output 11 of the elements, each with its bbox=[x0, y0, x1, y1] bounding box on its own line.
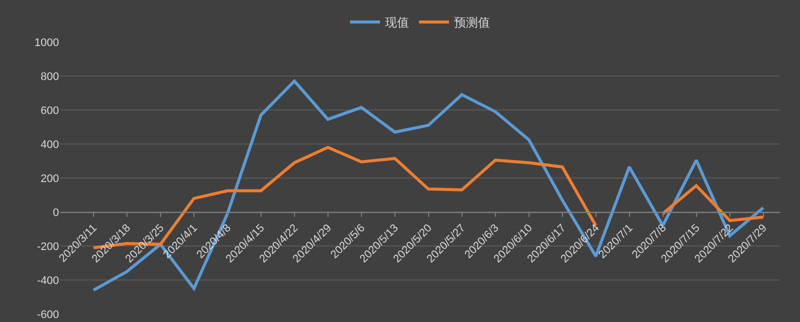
y-tick-label: 800 bbox=[40, 70, 59, 83]
y-tick-label: 0 bbox=[52, 206, 59, 219]
y-tick-label: 1000 bbox=[34, 36, 59, 49]
y-tick-label: 600 bbox=[40, 104, 59, 117]
legend-label: 预测值 bbox=[454, 16, 490, 30]
y-tick-label: 200 bbox=[40, 172, 59, 185]
legend-label: 现值 bbox=[385, 16, 409, 30]
y-tick-label: 400 bbox=[40, 138, 59, 151]
y-tick-label: -200 bbox=[36, 240, 59, 253]
y-tick-label: -400 bbox=[36, 274, 59, 287]
y-tick-label: -600 bbox=[36, 308, 59, 321]
